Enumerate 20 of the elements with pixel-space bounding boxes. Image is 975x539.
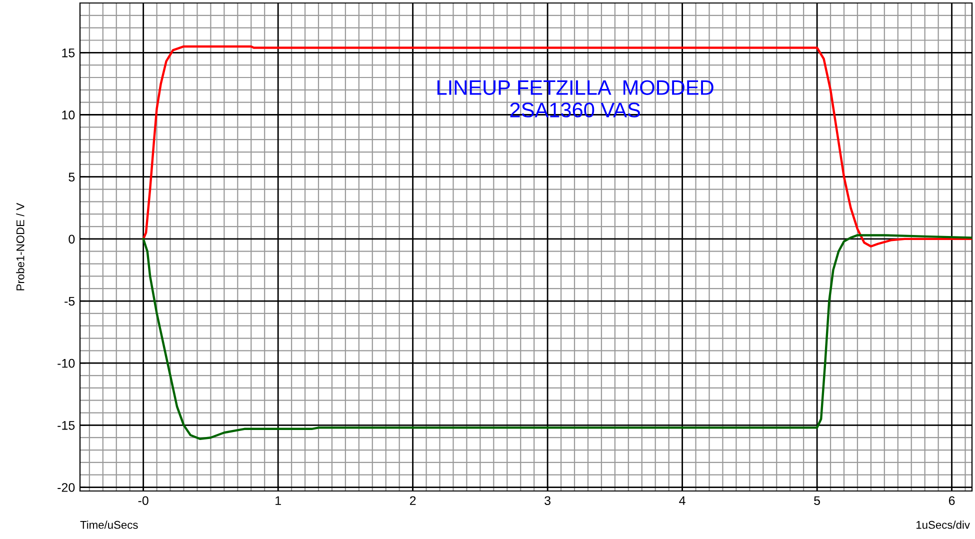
y-tick-label: 0	[68, 234, 75, 244]
line-series	[142, 45, 972, 248]
x-tick-label: -0	[138, 496, 148, 506]
x-tick-label: 5	[814, 496, 820, 506]
y-tick-label: -5	[64, 296, 75, 306]
x-tick-label: 6	[948, 496, 955, 506]
y-tick-label: -15	[58, 421, 75, 430]
x-tick-label: 2	[410, 496, 416, 505]
x-tick-label: 4	[679, 496, 686, 505]
line-series	[142, 234, 972, 440]
x-axis-title: Time/uSecs	[80, 520, 138, 529]
y-tick-label: -20	[58, 483, 75, 492]
y-tick-label: -10	[58, 358, 75, 368]
y-tick-label: 10	[62, 110, 75, 120]
y-axis-title: Probe1-NODE / V	[16, 202, 24, 290]
y-tick-label: 15	[62, 48, 75, 58]
text: 1uSecs/div	[916, 520, 970, 529]
x-tick-label: 3	[544, 496, 550, 506]
y-tick-label: 5	[68, 172, 75, 182]
x-tick-label: 1	[276, 496, 281, 505]
